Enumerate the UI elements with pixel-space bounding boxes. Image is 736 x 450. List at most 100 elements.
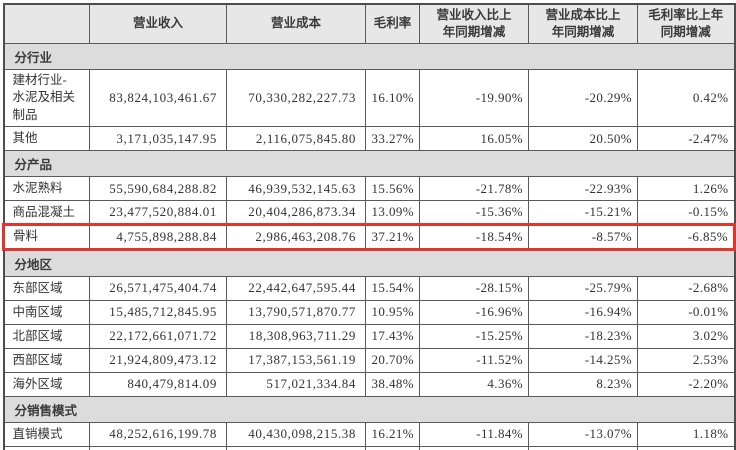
row-label-cell: 中南区域 bbox=[3, 299, 90, 325]
revenue-cell: 55,590,684,288.82 bbox=[89, 176, 227, 202]
margin-yoy-cell: 2.53% bbox=[637, 347, 735, 373]
section-row-by-region: 分地区 bbox=[3, 248, 735, 277]
margin-cell: 15.56% bbox=[365, 176, 420, 202]
table-row-distribution-sales: 经销模式 35,571,487,261.89 29,900,184,012.35… bbox=[3, 445, 735, 450]
margin-cell: 20.70% bbox=[365, 347, 420, 373]
cost-yoy-cell: -25.79% bbox=[528, 275, 638, 301]
cost-yoy-cell: -20.29% bbox=[528, 68, 638, 128]
header-row: 营业收入 营业成本 毛利率 营业收入比上 年同期增减 营业成本比上 年同期增减 … bbox=[3, 3, 735, 44]
row-label-cell: 建材行业- 水泥及相关 制品 bbox=[3, 68, 90, 128]
revenue-cell: 26,571,475,404.74 bbox=[89, 275, 227, 301]
revenue-yoy-cell: -11.84% bbox=[419, 421, 529, 447]
revenue-cell: 4,755,898,288.84 bbox=[89, 223, 227, 251]
revenue-yoy-cell: -16.96% bbox=[419, 299, 529, 325]
section-label: 分行业 bbox=[3, 42, 735, 70]
section-label: 分销售模式 bbox=[3, 395, 735, 423]
revenue-cell: 23,477,520,884.01 bbox=[89, 200, 227, 226]
margin-cell: 15.94% bbox=[365, 445, 420, 450]
table-row-building-materials: 建材行业- 水泥及相关 制品 83,824,103,461.67 70,330,… bbox=[3, 68, 735, 128]
margin-yoy-cell: 3.02% bbox=[637, 323, 735, 349]
revenue-cell: 48,252,616,199.78 bbox=[89, 421, 227, 447]
section-row-by-sales-model: 分销售模式 bbox=[3, 395, 735, 423]
table-row-other: 其他 3,171,035,147.95 2,116,075,845.80 33.… bbox=[3, 126, 735, 152]
header-margin: 毛利率 bbox=[365, 3, 420, 44]
row-label-cell: 水泥熟料 bbox=[3, 176, 90, 202]
cost-cell: 40,430,098,215.38 bbox=[226, 421, 366, 447]
cost-yoy-cell: 20.50% bbox=[528, 126, 638, 152]
header-blank bbox=[3, 3, 90, 44]
table-row-aggregate-highlighted: 骨料 4,755,898,288.84 2,986,463,208.76 37.… bbox=[2, 223, 736, 251]
header-cost-yoy: 营业成本比上 年同期增减 bbox=[528, 3, 638, 44]
revenue-yoy-cell: -21.78% bbox=[419, 176, 529, 202]
segment-data-table: 营业收入 营业成本 毛利率 营业收入比上 年同期增减 营业成本比上 年同期增减 … bbox=[2, 3, 736, 450]
revenue-yoy-cell: -18.54% bbox=[419, 223, 529, 251]
cost-yoy-cell: -8.57% bbox=[528, 223, 638, 251]
cost-cell: 20,404,286,873.34 bbox=[226, 200, 366, 226]
section-row-by-industry: 分行业 bbox=[3, 42, 735, 70]
margin-yoy-cell: -0.15% bbox=[637, 200, 735, 226]
cost-yoy-cell: -16.94% bbox=[528, 299, 638, 325]
table-row-overseas-region: 海外区域 840,479,814.09 517,021,334.84 38.48… bbox=[3, 371, 735, 397]
margin-yoy-cell: 1.18% bbox=[637, 421, 735, 447]
margin-cell: 17.43% bbox=[365, 323, 420, 349]
revenue-yoy-cell: -15.25% bbox=[419, 323, 529, 349]
revenue-yoy-cell: -28.73% bbox=[419, 445, 529, 450]
table-row-western-region: 西部区域 21,924,809,473.12 17,387,153,561.19… bbox=[3, 347, 735, 373]
cost-cell: 2,116,075,845.80 bbox=[226, 126, 366, 152]
margin-cell: 37.21% bbox=[365, 223, 420, 251]
table-row-ready-mix-concrete: 商品混凝土 23,477,520,884.01 20,404,286,873.3… bbox=[3, 200, 735, 226]
cost-yoy-cell: -18.23% bbox=[528, 323, 638, 349]
cost-cell: 29,900,184,012.35 bbox=[226, 445, 366, 450]
revenue-cell: 21,924,809,473.12 bbox=[89, 347, 227, 373]
row-label-cell: 骨料 bbox=[2, 223, 90, 251]
margin-yoy-cell: -0.46% bbox=[637, 445, 735, 450]
margin-cell: 16.10% bbox=[365, 68, 420, 128]
row-label-cell: 西部区域 bbox=[3, 347, 90, 373]
section-row-by-product: 分产品 bbox=[3, 150, 735, 178]
revenue-yoy-cell: 4.36% bbox=[419, 371, 529, 397]
margin-yoy-cell: -2.68% bbox=[637, 275, 735, 301]
table-row-cement-clinker: 水泥熟料 55,590,684,288.82 46,939,532,145.63… bbox=[3, 176, 735, 202]
cost-yoy-cell: -13.07% bbox=[528, 421, 638, 447]
margin-cell: 33.27% bbox=[365, 126, 420, 152]
section-label: 分产品 bbox=[3, 150, 735, 178]
margin-yoy-cell: 1.26% bbox=[637, 176, 735, 202]
cost-cell: 22,442,647,595.44 bbox=[226, 275, 366, 301]
header-revenue-yoy: 营业收入比上 年同期增减 bbox=[419, 3, 529, 44]
revenue-cell: 22,172,661,071.72 bbox=[89, 323, 227, 349]
table-row-central-south-region: 中南区域 15,485,712,845.95 13,790,571,870.77… bbox=[3, 299, 735, 325]
margin-cell: 38.48% bbox=[365, 371, 420, 397]
row-label-cell: 海外区域 bbox=[3, 371, 90, 397]
row-label-cell: 商品混凝土 bbox=[3, 200, 90, 226]
table-row-direct-sales: 直销模式 48,252,616,199.78 40,430,098,215.38… bbox=[3, 421, 735, 447]
cost-cell: 70,330,282,227.73 bbox=[226, 68, 366, 128]
row-label-cell: 其他 bbox=[3, 126, 90, 152]
row-label-cell: 东部区域 bbox=[3, 275, 90, 301]
revenue-cell: 840,479,814.09 bbox=[89, 371, 227, 397]
header-margin-yoy: 毛利率比上年 同期增减 bbox=[637, 3, 735, 44]
cost-yoy-cell: -15.21% bbox=[528, 200, 638, 226]
revenue-yoy-cell: -15.36% bbox=[419, 200, 529, 226]
row-label-cell: 经销模式 bbox=[3, 445, 90, 450]
revenue-cell: 15,485,712,845.95 bbox=[89, 299, 227, 325]
cost-yoy-cell: -14.25% bbox=[528, 347, 638, 373]
cost-yoy-cell: -28.34% bbox=[528, 445, 638, 450]
section-label: 分地区 bbox=[3, 248, 735, 277]
margin-yoy-cell: -2.20% bbox=[637, 371, 735, 397]
cost-cell: 17,387,153,561.19 bbox=[226, 347, 366, 373]
margin-cell: 15.54% bbox=[365, 275, 420, 301]
cost-cell: 517,021,334.84 bbox=[226, 371, 366, 397]
header-revenue: 营业收入 bbox=[89, 3, 227, 44]
margin-yoy-cell: 0.42% bbox=[637, 68, 735, 128]
header-cost: 营业成本 bbox=[226, 3, 366, 44]
margin-yoy-cell: -2.47% bbox=[637, 126, 735, 152]
revenue-yoy-cell: -11.52% bbox=[419, 347, 529, 373]
revenue-yoy-cell: -19.90% bbox=[419, 68, 529, 128]
revenue-cell: 3,171,035,147.95 bbox=[89, 126, 227, 152]
table-row-northern-region: 北部区域 22,172,661,071.72 18,308,963,711.29… bbox=[3, 323, 735, 349]
revenue-cell: 83,824,103,461.67 bbox=[89, 68, 227, 128]
margin-cell: 10.95% bbox=[365, 299, 420, 325]
cost-cell: 13,790,571,870.77 bbox=[226, 299, 366, 325]
revenue-yoy-cell: -28.15% bbox=[419, 275, 529, 301]
